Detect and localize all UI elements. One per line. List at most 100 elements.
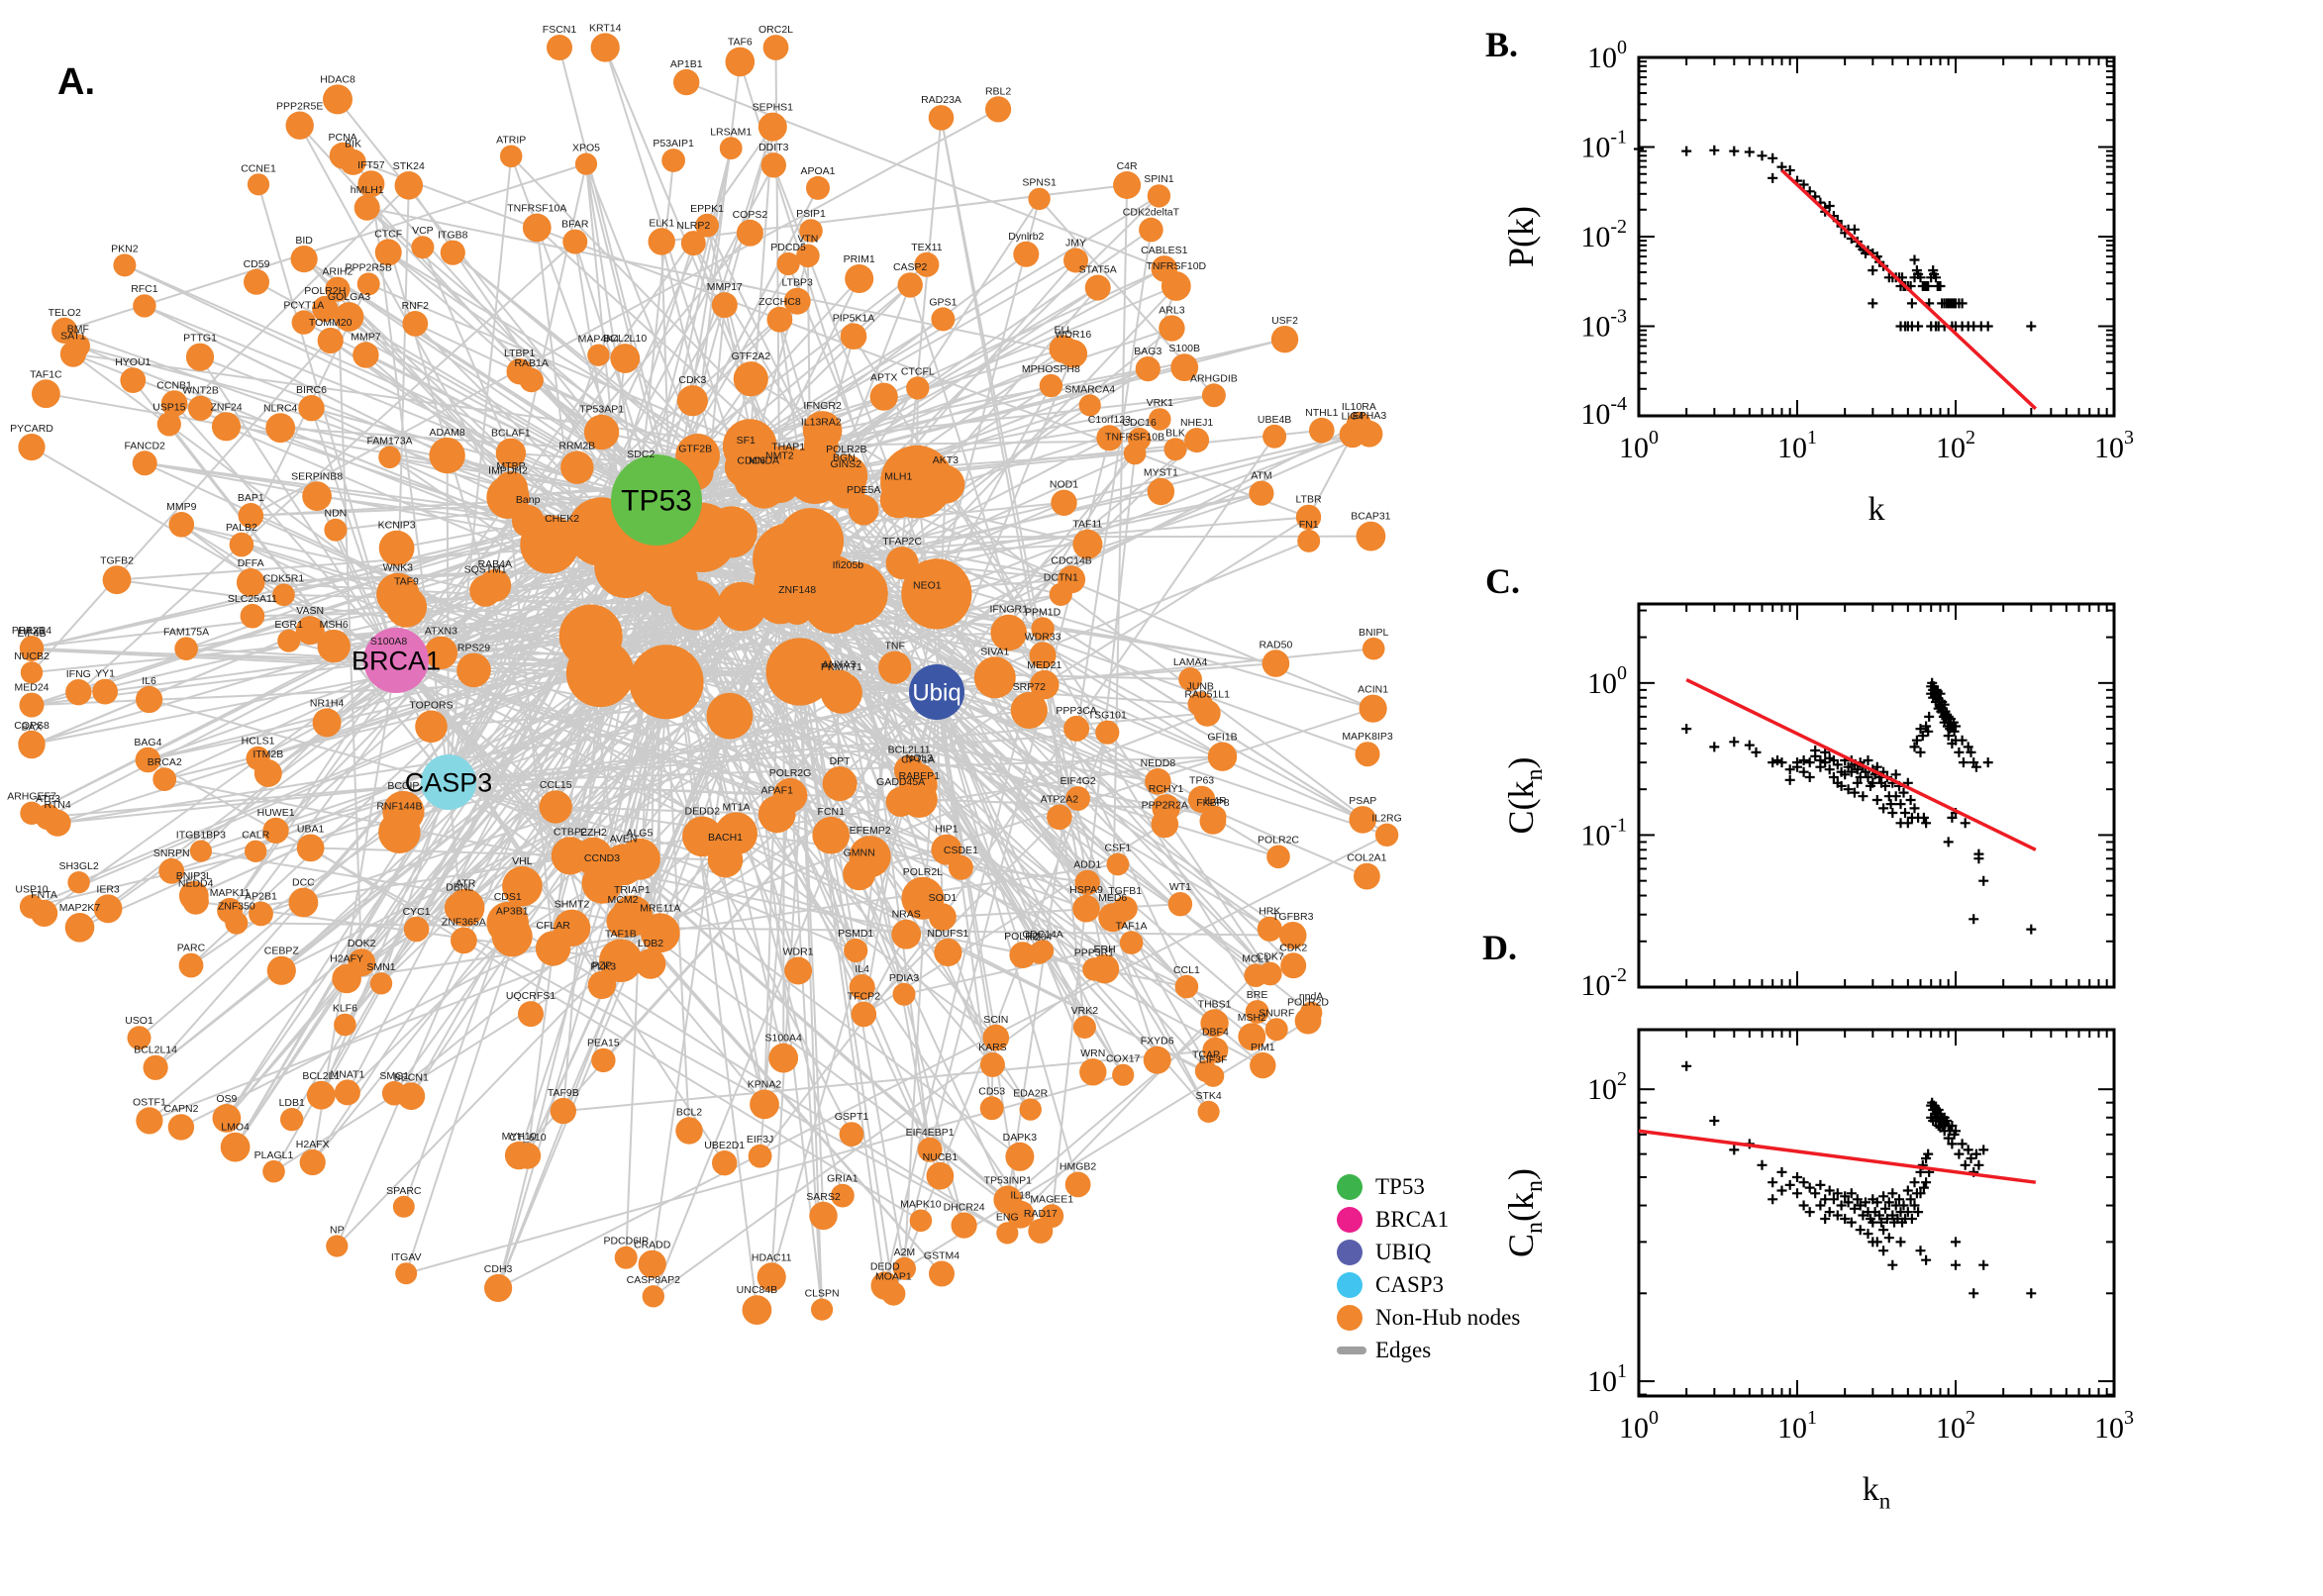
network-node (1047, 804, 1072, 831)
node-label: IL4 (855, 963, 869, 975)
axis-ticks (1638, 1030, 2115, 1396)
node-label: ANXA3 (822, 658, 857, 670)
plot-b-fit-line (1780, 168, 2038, 411)
network-node (1106, 852, 1130, 876)
network-node (1264, 1018, 1288, 1042)
node-label: MMP9 (166, 501, 196, 513)
network-node (673, 68, 700, 96)
node-label: NRAS (892, 909, 921, 921)
node-label: TAF9B (548, 1087, 579, 1099)
network-node (353, 342, 379, 368)
node-label: TFCP2 (848, 991, 880, 1003)
node-label: PIP5K1A (833, 312, 875, 324)
node-label: GPS1 (929, 296, 957, 308)
network-node (695, 213, 719, 238)
tick-label: 102 (1587, 1068, 1627, 1106)
node-label: GFI1B (1207, 732, 1237, 744)
network-node (369, 972, 393, 995)
node-label: YY1 (95, 668, 115, 680)
network-node (1167, 892, 1193, 917)
node-label: LIG4 (1342, 411, 1364, 423)
node-label: P53AIP1 (653, 138, 694, 150)
node-label: OS9 (216, 1093, 237, 1105)
network-node (518, 1001, 544, 1028)
node-label: PSAP (1349, 795, 1376, 807)
node-label: BCL2L14 (134, 1045, 177, 1056)
network-node (246, 746, 270, 771)
node-label: POLR2G (769, 767, 812, 779)
network-node (59, 341, 86, 367)
node-label: VRK2 (1071, 1005, 1099, 1017)
network-node (1064, 1171, 1091, 1198)
node-label: SLC25A11 (228, 593, 277, 605)
node-label: CLSPN (805, 1288, 840, 1300)
node-label: SRP72 (1013, 681, 1046, 693)
network-node (1010, 691, 1048, 730)
node-label: SAT1 (60, 331, 86, 343)
node-label: GRIA1 (827, 1173, 858, 1185)
node-label: IFNGR1 (989, 604, 1028, 616)
node-label: STK4 (1195, 1090, 1221, 1102)
network-node (1128, 427, 1152, 451)
node-label: FNTA (31, 889, 57, 901)
node-label: CDK7 (1257, 951, 1284, 963)
node-label: EZH2 (580, 827, 607, 839)
network-node (1187, 785, 1216, 814)
network-node (1197, 1100, 1220, 1123)
node-label: CD59 (244, 258, 270, 270)
network-node (973, 656, 1016, 699)
network-node (799, 219, 823, 243)
network-node (160, 390, 188, 417)
node-label: SH3GL2 (58, 860, 98, 872)
network-node (376, 572, 420, 617)
node-label: TNFRSF10A (507, 203, 566, 215)
network-node (158, 857, 185, 884)
network-node (806, 175, 830, 200)
plot-c-points (1681, 677, 2037, 935)
network-node (926, 464, 965, 504)
node-label: ELL (1054, 324, 1072, 336)
network-node (1346, 411, 1372, 438)
network-node (1297, 529, 1321, 552)
network-node (1143, 1046, 1171, 1074)
hub-node-ubiq (909, 664, 964, 720)
network-node (742, 1295, 772, 1325)
node-label: CCL1 (1173, 964, 1200, 976)
network-node (1147, 184, 1171, 208)
node-label: ADD1 (1073, 859, 1101, 871)
network-node (1059, 340, 1088, 368)
tick-label: 10-3 (1580, 306, 1627, 344)
node-label: UBA1 (297, 823, 325, 835)
network-node (1178, 667, 1202, 691)
node-label: MAP4K4 (578, 334, 620, 346)
network-node (262, 1159, 285, 1183)
node-label: MAGEE1 (1030, 1193, 1073, 1205)
node-label: ZNF148 (778, 584, 816, 596)
network-node (996, 1222, 1019, 1245)
tick-label: 10-4 (1580, 393, 1627, 431)
network-node (1049, 582, 1072, 607)
network-node (587, 344, 610, 366)
node-label: HMGB2 (1060, 1161, 1097, 1173)
network-node (67, 871, 90, 894)
network-node (277, 629, 301, 652)
network-node (132, 450, 157, 476)
node-label: MED24 (14, 682, 49, 694)
network-node (1039, 373, 1063, 398)
node-label: NOL3 (906, 752, 934, 764)
node-label: BECN1 (394, 1071, 429, 1083)
node-label: BIRC6 (296, 384, 327, 396)
network-node (892, 982, 916, 1006)
node-label: TAF1B (605, 929, 637, 941)
tick-label: 10-1 (1580, 814, 1627, 851)
network-node (18, 730, 46, 758)
node-label: MAPK11 (210, 887, 251, 899)
network-node (1184, 428, 1210, 453)
network-node (65, 679, 92, 706)
network-node (506, 358, 533, 385)
node-label: BACH1 (708, 832, 743, 844)
network-node (440, 240, 465, 265)
network-node (334, 1013, 356, 1037)
network-node (1072, 529, 1103, 559)
node-label: LTBP1 (504, 348, 535, 359)
